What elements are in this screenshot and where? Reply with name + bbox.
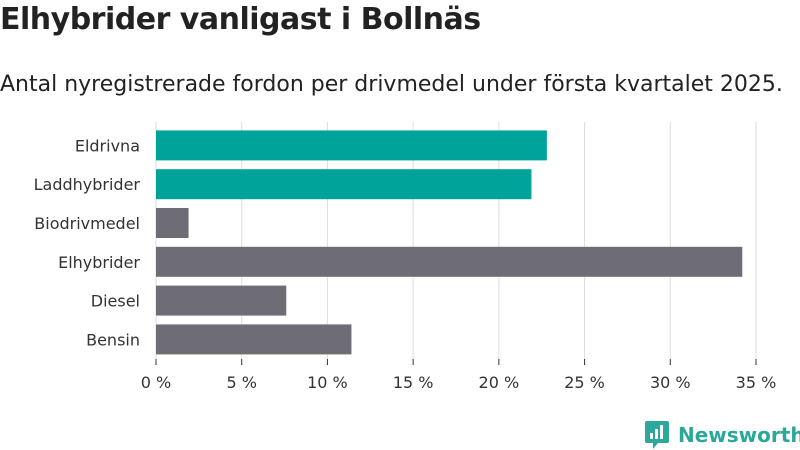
chart-title: Elhybrider vanligast i Bollnäs [0,2,481,37]
bar-diesel [156,285,287,316]
category-label: Laddhybrider [34,175,141,194]
bar-biodrivmedel [156,208,189,238]
x-tick-label: 0 % [141,373,171,392]
x-tick-label: 25 % [564,373,605,392]
x-tick-label: 20 % [479,373,520,392]
x-tick-label: 35 % [736,373,777,392]
bar-bensin [156,324,352,355]
bar-laddhybrider [156,169,532,200]
brand-logo: Newsworthy [644,420,800,450]
category-label: Biodrivmedel [34,214,140,233]
bar-elhybrider [156,246,743,277]
newsworthy-logo-icon [645,421,669,449]
category-label: Eldrivna [75,136,140,155]
category-label: Diesel [91,292,140,311]
brand-name: Newsworthy [678,423,800,447]
category-label: Elhybrider [58,253,140,272]
bar-chart: 0 % 5 % 10 % 15 % 20 % 25 % 30 % 35 % Eldrivna La… [34,122,777,392]
x-tick-label: 10 % [307,373,348,392]
x-tick-label: 15 % [393,373,434,392]
bar-eldrivna [156,130,547,161]
x-tick-label: 30 % [650,373,691,392]
category-label: Bensin [86,330,140,349]
chart-subtitle: Antal nyregistrerade fordon per drivmede… [0,72,783,97]
x-tick-label: 5 % [226,373,256,392]
